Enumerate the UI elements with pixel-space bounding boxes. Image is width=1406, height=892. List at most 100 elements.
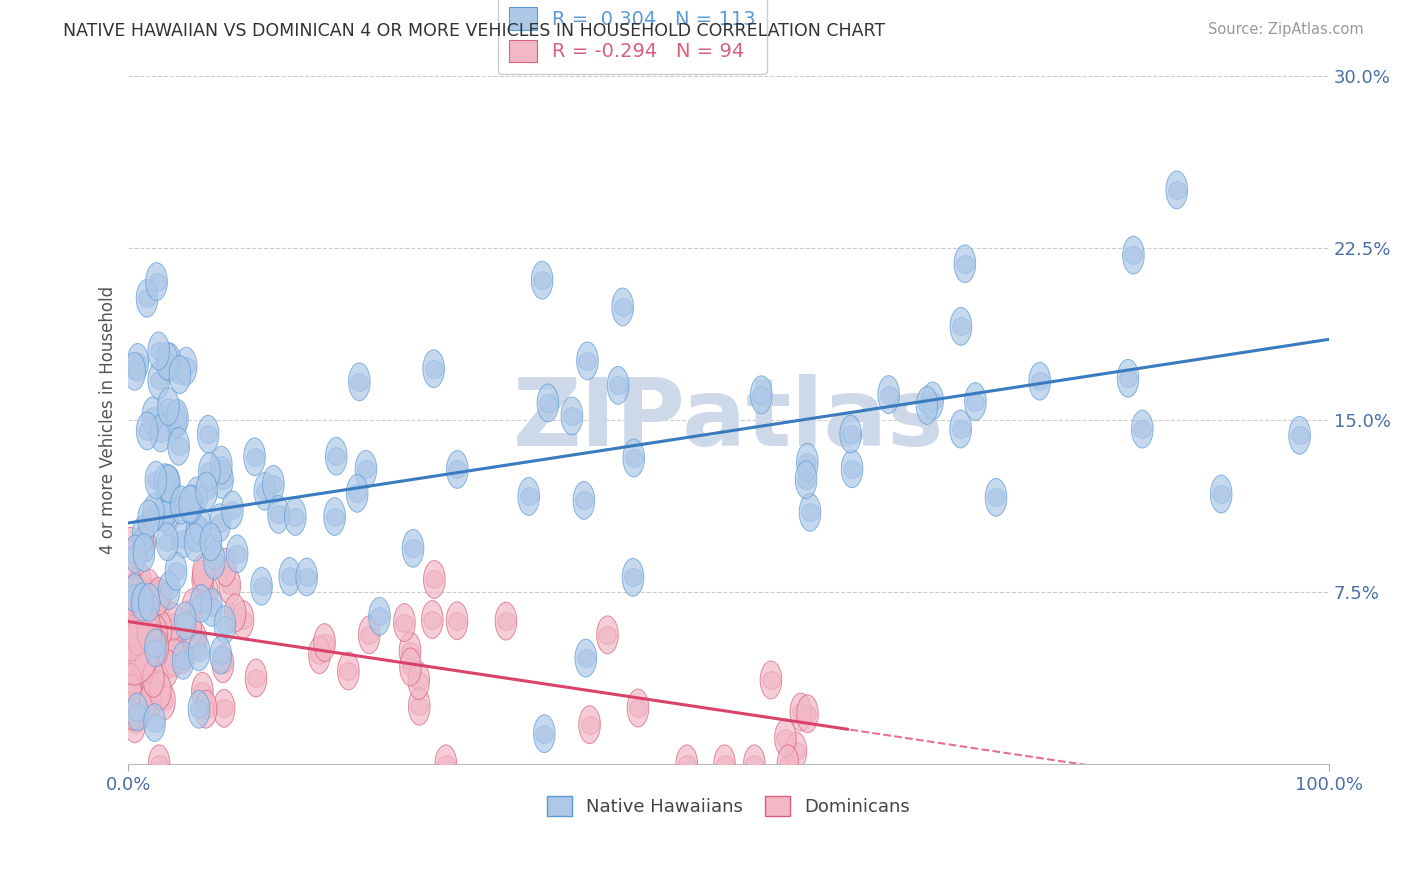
Point <box>172 532 194 546</box>
Point <box>446 614 468 628</box>
Point <box>1288 428 1310 442</box>
Point <box>122 586 145 600</box>
Ellipse shape <box>356 450 377 488</box>
Ellipse shape <box>917 386 938 425</box>
Ellipse shape <box>197 416 219 453</box>
Ellipse shape <box>1132 410 1153 448</box>
Point <box>134 601 156 615</box>
Text: NATIVE HAWAIIAN VS DOMINICAN 4 OR MORE VEHICLES IN HOUSEHOLD CORRELATION CHART: NATIVE HAWAIIAN VS DOMINICAN 4 OR MORE V… <box>63 22 886 40</box>
Ellipse shape <box>188 633 209 671</box>
Ellipse shape <box>122 606 143 643</box>
Point <box>138 581 160 595</box>
Ellipse shape <box>172 636 194 673</box>
Ellipse shape <box>138 613 159 651</box>
Ellipse shape <box>1166 171 1188 209</box>
Point <box>166 411 188 425</box>
Ellipse shape <box>245 659 267 697</box>
Point <box>145 640 167 655</box>
Point <box>214 560 236 574</box>
Ellipse shape <box>153 681 176 720</box>
Ellipse shape <box>142 659 165 698</box>
Point <box>576 354 599 368</box>
Ellipse shape <box>211 446 232 484</box>
Point <box>1122 248 1144 262</box>
Ellipse shape <box>129 667 152 706</box>
Point <box>139 695 162 709</box>
Ellipse shape <box>121 599 143 636</box>
Point <box>145 592 167 607</box>
Ellipse shape <box>131 637 152 674</box>
Point <box>174 359 197 374</box>
Point <box>132 527 155 541</box>
Ellipse shape <box>232 600 254 639</box>
Point <box>262 477 284 491</box>
Ellipse shape <box>561 397 582 435</box>
Ellipse shape <box>714 745 735 783</box>
Ellipse shape <box>761 661 782 699</box>
Ellipse shape <box>120 664 142 701</box>
Point <box>420 613 443 627</box>
Point <box>181 497 204 511</box>
Ellipse shape <box>180 610 201 648</box>
Ellipse shape <box>195 472 218 510</box>
Ellipse shape <box>169 356 191 393</box>
Point <box>121 610 143 624</box>
Point <box>915 398 938 412</box>
Point <box>120 587 142 601</box>
Point <box>531 273 554 287</box>
Point <box>153 475 176 490</box>
Point <box>134 663 156 677</box>
Ellipse shape <box>150 414 172 452</box>
Point <box>839 427 862 442</box>
Point <box>198 465 221 479</box>
Ellipse shape <box>790 693 811 731</box>
Ellipse shape <box>124 352 146 390</box>
Ellipse shape <box>402 530 423 567</box>
Point <box>744 756 766 771</box>
Point <box>949 422 972 436</box>
Point <box>596 628 619 642</box>
Ellipse shape <box>408 662 430 699</box>
Ellipse shape <box>146 263 167 301</box>
Point <box>517 490 540 504</box>
Point <box>561 409 583 423</box>
Ellipse shape <box>226 535 247 573</box>
Ellipse shape <box>423 560 446 599</box>
Point <box>142 409 165 423</box>
Point <box>157 509 180 524</box>
Point <box>145 275 167 289</box>
Ellipse shape <box>839 415 862 453</box>
Ellipse shape <box>284 498 307 535</box>
Ellipse shape <box>751 376 772 414</box>
Point <box>186 526 208 541</box>
Point <box>495 614 517 628</box>
Ellipse shape <box>575 640 596 677</box>
Point <box>575 651 598 665</box>
Point <box>135 693 157 707</box>
Ellipse shape <box>955 245 976 283</box>
Point <box>131 595 153 609</box>
Ellipse shape <box>1118 359 1139 397</box>
Point <box>267 508 290 522</box>
Point <box>157 476 180 491</box>
Ellipse shape <box>125 659 146 698</box>
Ellipse shape <box>495 602 517 640</box>
Ellipse shape <box>423 350 444 388</box>
Point <box>337 664 360 678</box>
Ellipse shape <box>576 342 598 380</box>
Ellipse shape <box>1211 475 1232 513</box>
Ellipse shape <box>533 714 555 753</box>
Point <box>796 706 818 721</box>
Ellipse shape <box>127 612 149 649</box>
Point <box>533 727 555 741</box>
Point <box>122 698 145 713</box>
Point <box>134 535 156 549</box>
Ellipse shape <box>799 493 821 532</box>
Point <box>120 686 142 700</box>
Legend: Native Hawaiians, Dominicans: Native Hawaiians, Dominicans <box>540 789 918 823</box>
Point <box>122 704 145 718</box>
Ellipse shape <box>531 261 553 299</box>
Ellipse shape <box>209 636 232 674</box>
Ellipse shape <box>149 672 172 709</box>
Ellipse shape <box>122 577 145 615</box>
